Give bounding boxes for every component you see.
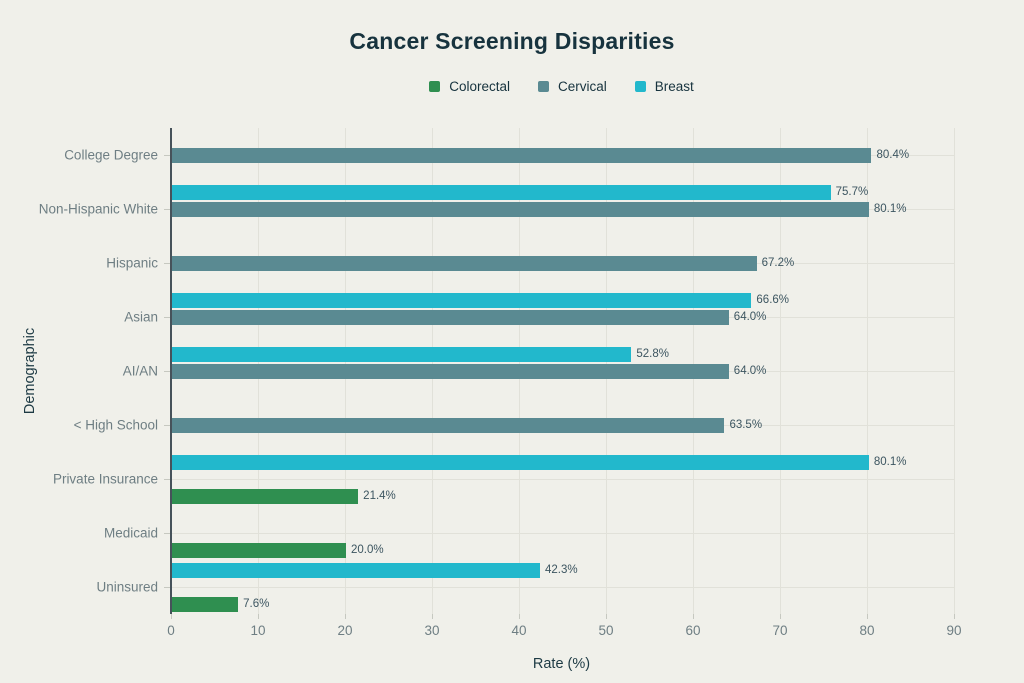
colorectal-swatch-icon [429,81,441,92]
cervical-swatch-icon [537,81,549,92]
legend-label: Cervical [557,79,607,94]
bar-value-label: 7.6% [243,597,270,610]
category-label-non-hispanic-white: Non-Hispanic White [38,201,158,217]
bar-value-label: 21.4% [363,489,396,502]
legend-item-colorectal: Colorectal [429,79,510,94]
y-tick-mark [164,479,170,480]
bar-value-label: 64.0% [733,364,767,377]
category-label-hispanic: Hispanic [106,255,158,271]
bar-value-label: 75.7% [835,185,869,198]
bar-cervical [172,417,725,433]
bar-colorectal [172,542,346,558]
x-tick-label: 50 [598,623,614,638]
x-tick-mark [519,614,520,619]
x-tick-mark [780,614,781,619]
legend-item-cervical: Cervical [537,79,607,94]
bar-breast [172,454,869,470]
y-gridline [172,479,955,480]
category-label-private-insurance: Private Insurance [52,471,158,487]
bar-cervical [172,201,869,217]
x-tick-label: 10 [250,623,266,638]
y-tick-mark [164,263,170,264]
bar-value-label: 66.6% [756,293,790,306]
category-label-ai-an: AI/AN [122,363,158,379]
bar-value-label: 64.0% [733,310,767,323]
bar-value-label: 52.8% [636,347,669,360]
bar-value-label: 80.4% [876,148,910,161]
x-tick-label: 80 [859,623,875,638]
x-axis-title: Rate (%) [532,656,591,672]
bar-value-label: 80.1% [873,455,907,468]
category-label-uninsured: Uninsured [96,579,158,595]
legend: Colorectal Cervical Breast [170,79,953,94]
breast-swatch-icon [634,81,646,92]
bar-value-label: 20.0% [351,543,384,556]
x-tick-mark [171,614,172,619]
bar-cervical [172,255,757,271]
x-tick-mark [606,614,607,619]
x-tick-mark [867,614,868,619]
bar-breast [172,292,752,308]
plot-area: 0 10 20 30 40 50 60 70 80 90 College Degree Non-His… [39,128,962,638]
category-label-asian: Asian [124,309,158,325]
y-tick-mark [164,533,170,534]
bar-value-label: 42.3% [545,563,578,576]
x-tick-label: 40 [511,623,527,638]
y-tick-mark [164,587,170,588]
bar-colorectal [172,488,359,504]
bar-value-label: 67.2% [761,256,795,269]
bar-breast [172,184,831,200]
y-gridline [172,533,955,534]
bar-breast [172,562,540,578]
y-tick-mark [164,371,170,372]
y-gridline [172,587,955,588]
x-tick-label: 90 [946,623,962,638]
category-label-medicaid: Medicaid [103,525,158,541]
bar-value-label: 80.1% [873,202,907,215]
x-tick-label: 0 [167,623,175,638]
chart-title: Cancer Screening Disparities [349,28,675,54]
x-tick-mark [693,614,694,619]
x-tick-label: 60 [685,623,701,638]
x-tick-label: 20 [337,623,353,638]
bar-value-label: 63.5% [729,418,763,431]
x-tick-mark [954,614,955,619]
y-tick-mark [164,317,170,318]
category-label--high-school: < High School [73,417,158,433]
bar-cervical [172,147,872,163]
legend-item-breast: Breast [634,79,694,94]
y-tick-mark [164,155,170,156]
x-tick-label: 30 [424,623,440,638]
legend-label: Colorectal [449,79,510,94]
y-tick-mark [164,209,170,210]
x-tick-mark [258,614,259,619]
y-tick-mark [164,425,170,426]
bar-cervical [172,363,729,379]
x-tick-mark [345,614,346,619]
bar-cervical [172,309,729,325]
legend-label: Breast [654,79,694,94]
bar-colorectal [172,596,239,612]
y-axis-title: Demographic [22,327,38,415]
category-label-college-degree: College Degree [64,147,158,163]
x-tick-mark [432,614,433,619]
bar-breast [172,346,632,362]
x-tick-label: 70 [772,623,788,638]
